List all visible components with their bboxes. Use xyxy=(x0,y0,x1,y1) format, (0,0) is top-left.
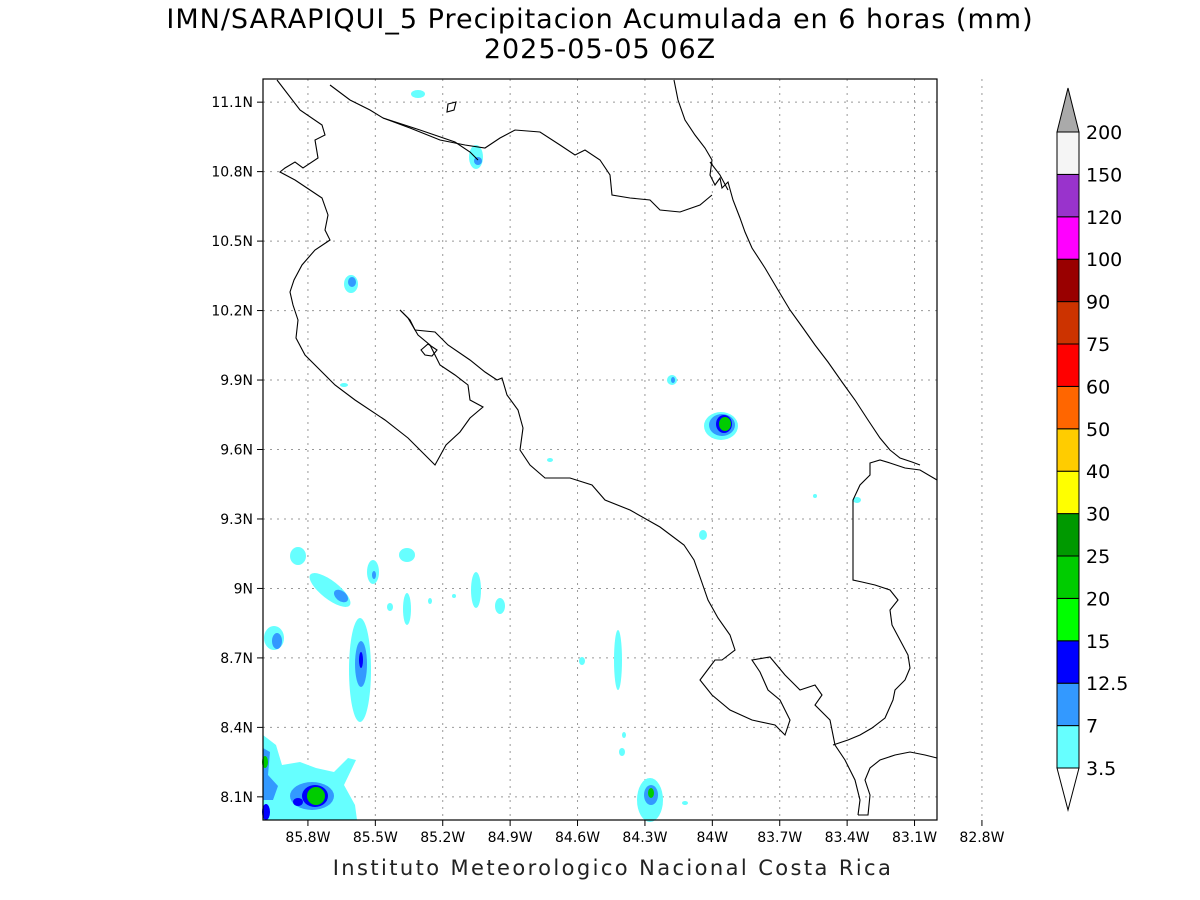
map-title: IMN/SARAPIQUI_5 Precipitacion Acumulada … xyxy=(166,4,1034,35)
lat-tick-label: 11.1N xyxy=(211,95,253,111)
precip-cell xyxy=(411,90,425,98)
precip-cell xyxy=(348,277,356,287)
colorbar-swatch xyxy=(1056,725,1080,769)
lat-tick-label: 8.1N xyxy=(220,790,253,806)
precip-cell xyxy=(671,377,675,383)
colorbar-swatch xyxy=(1056,513,1080,557)
colorbar-label: 60 xyxy=(1086,376,1110,398)
lon-tick-label: 83.4W xyxy=(825,830,870,846)
lat-tick-label: 10.8N xyxy=(211,165,253,181)
colorbar-swatch xyxy=(1056,301,1080,345)
precip-cell xyxy=(399,548,415,562)
precip-cell xyxy=(290,547,306,565)
colorbar-swatch xyxy=(1056,131,1080,175)
precip-cell xyxy=(495,598,505,614)
lat-tick-label: 9N xyxy=(234,581,253,597)
colorbar-label: 12.5 xyxy=(1086,673,1128,695)
colorbar-label: 100 xyxy=(1086,249,1122,271)
lon-tick-label: 84.6W xyxy=(555,830,600,846)
precip-cell xyxy=(359,652,363,668)
colorbar-label: 15 xyxy=(1086,631,1110,653)
precip-cell xyxy=(403,593,411,625)
colorbar-label: 25 xyxy=(1086,546,1110,568)
precip-cell xyxy=(813,494,817,498)
gridlines xyxy=(263,79,983,820)
precip-cell xyxy=(309,573,351,607)
precip-cell xyxy=(648,788,654,798)
colorbar: 3.5 7 12.5 15 20 25 30 40 50 60 75 90 100 120 150 200 xyxy=(1056,87,1128,812)
lon-tick-label: 85.5W xyxy=(353,830,398,846)
lat-tick-label: 10.2N xyxy=(211,304,253,320)
lon-tick-label: 85.8W xyxy=(285,830,330,846)
precip-cell xyxy=(469,145,483,169)
precip-cell xyxy=(853,497,861,503)
colorbar-swatch xyxy=(1056,428,1080,472)
precip-cell xyxy=(307,787,325,805)
precip-cell xyxy=(262,804,270,820)
precip-cell xyxy=(293,798,303,806)
lon-tick-label: 83.1W xyxy=(892,830,937,846)
colorbar-label: 40 xyxy=(1086,461,1110,483)
colorbar-swatch xyxy=(1056,682,1080,727)
axes: 8.1N 8.4N 8.7N 9N 9.3N 9.6N 9.9N 10.2N 10.5N 10.8… xyxy=(211,95,1004,846)
map-subtitle: 2025-05-05 06Z xyxy=(483,34,717,65)
colorbar-label: 20 xyxy=(1086,588,1110,610)
lon-tick-label: 82.8W xyxy=(959,830,1004,846)
lat-tick-label: 8.7N xyxy=(220,651,253,667)
colorbar-swatch xyxy=(1056,640,1080,684)
colorbar-swatch xyxy=(1056,555,1080,599)
precip-cell xyxy=(272,633,282,649)
precip-cell xyxy=(622,732,626,738)
colorbar-label: 120 xyxy=(1086,207,1122,229)
precip-cell xyxy=(619,748,625,756)
precip-cell xyxy=(452,594,456,598)
colorbar-label: 150 xyxy=(1086,164,1122,186)
precip-cell xyxy=(547,458,553,462)
precipitation-layer xyxy=(262,90,861,822)
precip-cell xyxy=(372,571,376,579)
precip-cell xyxy=(579,657,585,665)
lon-tick-label: 84.3W xyxy=(622,830,667,846)
precip-cell xyxy=(333,589,349,603)
colorbar-swatch xyxy=(1056,470,1080,515)
precip-cell xyxy=(614,630,622,690)
coastline xyxy=(276,79,938,816)
precip-cell xyxy=(340,383,348,387)
precip-cell xyxy=(471,572,481,608)
colorbar-swatch xyxy=(1056,385,1080,430)
colorbar-label: 50 xyxy=(1086,419,1110,441)
colorbar-swatch xyxy=(1056,597,1080,642)
lat-tick-label: 8.4N xyxy=(220,720,253,736)
lon-tick-label: 85.2W xyxy=(420,830,465,846)
lat-tick-label: 9.3N xyxy=(220,512,253,528)
lat-tick-label: 9.9N xyxy=(220,373,253,389)
lon-tick-label: 84.9W xyxy=(488,830,533,846)
colorbar-swatch xyxy=(1056,343,1080,387)
colorbar-swatch xyxy=(1056,216,1080,260)
colorbar-swatch xyxy=(1056,173,1080,218)
colorbar-label: 75 xyxy=(1086,334,1110,356)
lon-tick-label: 83.7W xyxy=(757,830,802,846)
institution-credit: Instituto Meteorologico Nacional Costa R… xyxy=(332,856,894,880)
precip-cell xyxy=(387,603,393,611)
precip-cell xyxy=(474,157,482,165)
lon-tick-label: 84W xyxy=(696,830,728,846)
colorbar-label: 90 xyxy=(1086,292,1110,314)
precip-cell xyxy=(699,530,707,540)
colorbar-label: 3.5 xyxy=(1086,758,1116,780)
colorbar-label: 30 xyxy=(1086,504,1110,526)
lat-tick-label: 9.6N xyxy=(220,443,253,459)
colorbar-label: 200 xyxy=(1086,122,1122,144)
colorbar-label: 7 xyxy=(1086,716,1098,738)
colorbar-swatch xyxy=(1056,258,1080,303)
precip-cell xyxy=(682,801,688,805)
lat-tick-label: 10.5N xyxy=(211,234,253,250)
colorbar-under-triangle xyxy=(1056,767,1080,812)
colorbar-over-triangle xyxy=(1056,87,1080,133)
precip-cell xyxy=(428,598,432,604)
precip-cell xyxy=(719,417,731,431)
